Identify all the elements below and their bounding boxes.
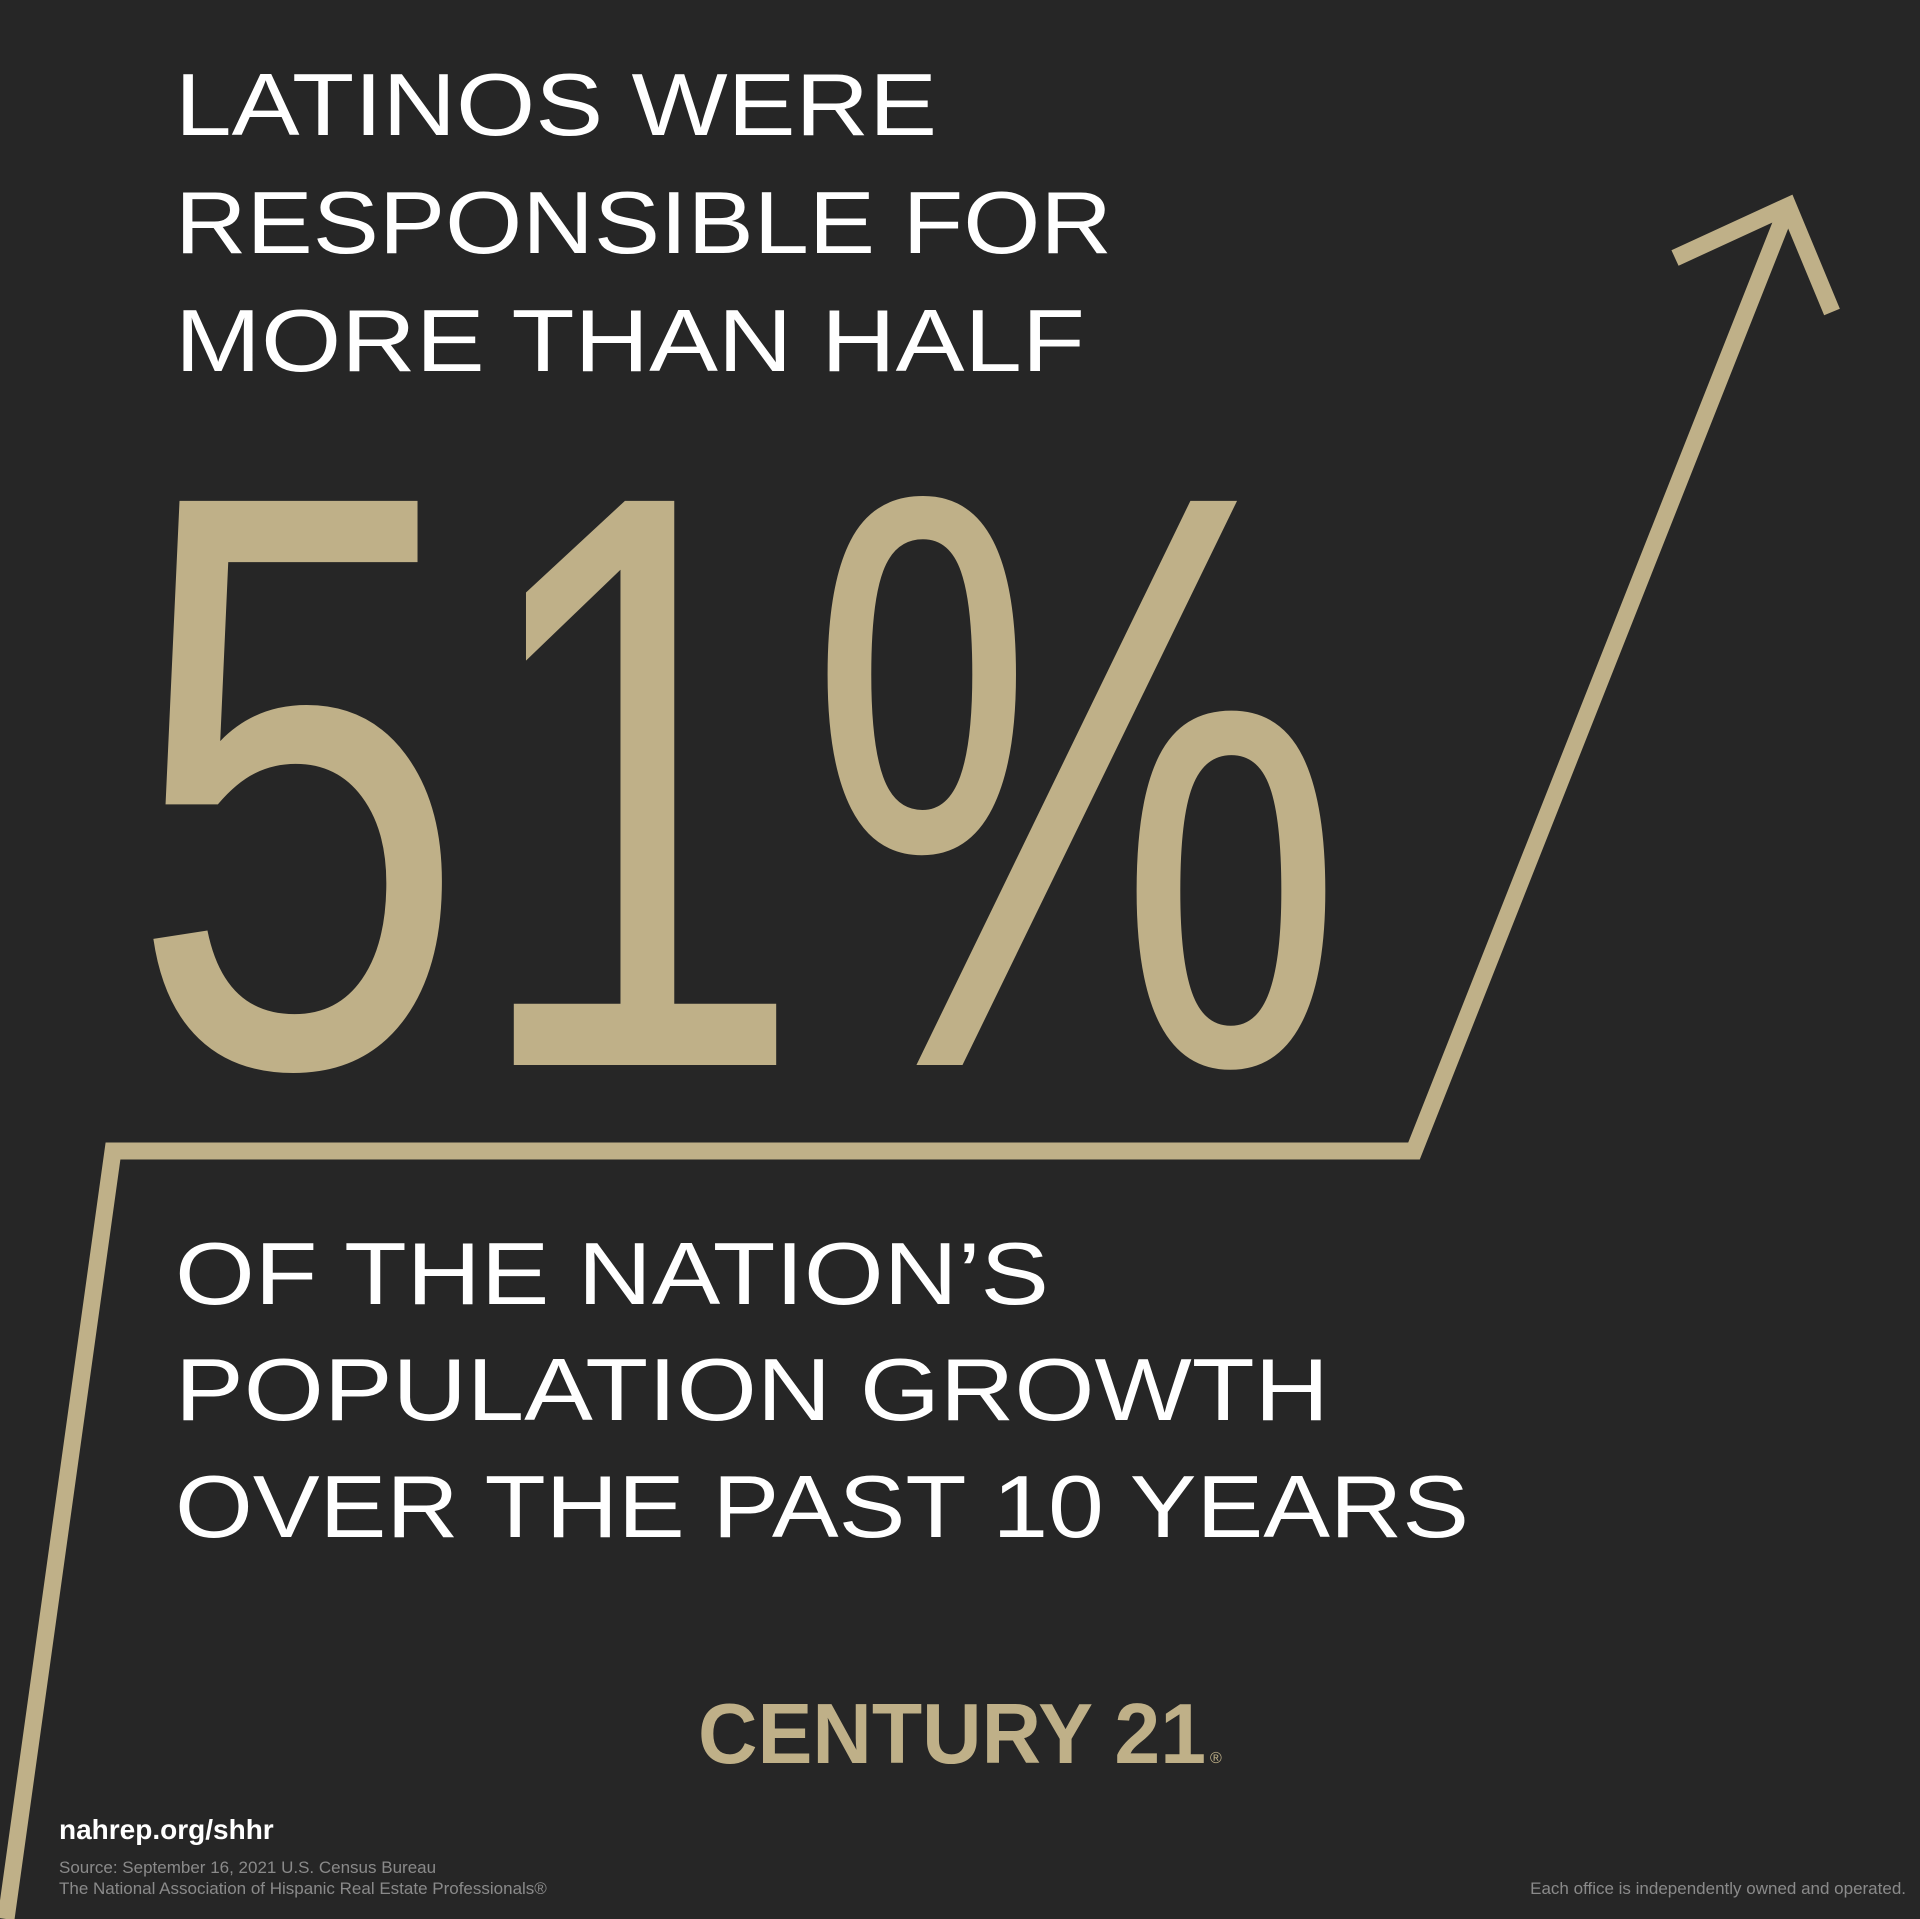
subline-line: OF THE NATION’S <box>175 1224 1049 1323</box>
headline-line: MORE THAN HALF <box>175 291 1085 390</box>
source-line: Source: September 16, 2021 U.S. Census B… <box>59 1858 436 1877</box>
headline-line: RESPONSIBLE FOR <box>175 173 1112 272</box>
brand-mark: ® <box>1210 1750 1222 1767</box>
growth-arrow <box>0 202 1796 1919</box>
brand-name: CENTURY 21 <box>698 1687 1206 1782</box>
footer-url: nahrep.org/shhr <box>59 1814 274 1845</box>
disclaimer: Each office is independently owned and o… <box>1530 1879 1906 1898</box>
headline-line: LATINOS WERE <box>175 55 937 154</box>
subline-line: POPULATION GROWTH <box>175 1340 1329 1439</box>
source-line: The National Association of Hispanic Rea… <box>59 1879 547 1898</box>
arrow-head <box>1671 194 1840 316</box>
subline-line: OVER THE PAST 10 YEARS <box>175 1457 1469 1556</box>
statistic: 51% <box>129 323 1347 1239</box>
